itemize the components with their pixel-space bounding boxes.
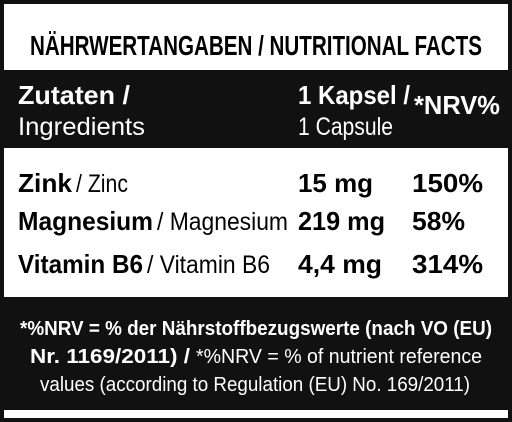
row-amount: 4,4 mg <box>298 249 382 279</box>
footnote-line: Nr. 1169/2011) / <box>30 346 190 368</box>
footnote-line: values (according to Regulation (EU) No.… <box>40 374 470 396</box>
header-ingredients-de: Zutaten / <box>18 80 130 110</box>
row-name-en: / Vitamin B6 <box>147 251 270 279</box>
header-band <box>0 70 512 148</box>
row-name-de: Vitamin B6 <box>18 249 143 279</box>
footer-band <box>0 297 512 410</box>
footnote-line: *%NRV = % der Nährstoffbezugswerte (nach… <box>20 318 492 340</box>
header-serving-en: 1 Capsule <box>298 113 393 141</box>
row-amount: 219 mg <box>298 206 385 236</box>
row-name-de: Magnesium <box>18 206 153 236</box>
row-nrv: 314% <box>412 249 483 279</box>
row-name-de: Zink <box>18 168 73 198</box>
header-nrv: *NRV% <box>414 90 500 120</box>
footnote-line: *%NRV = % of nutrient reference <box>196 346 482 368</box>
row-name-en: / Zinc <box>76 170 128 198</box>
header-serving-de: 1 Kapsel / <box>298 80 410 110</box>
header-ingredients-en: Ingredients <box>18 113 145 141</box>
row-name-en: / Magnesium <box>157 208 288 236</box>
row-nrv: 58% <box>412 206 465 236</box>
title: NÄHRWERTANGABEN / NUTRITIONAL FACTS <box>30 30 482 61</box>
row-nrv: 150% <box>412 168 483 198</box>
row-amount: 15 mg <box>298 168 373 198</box>
